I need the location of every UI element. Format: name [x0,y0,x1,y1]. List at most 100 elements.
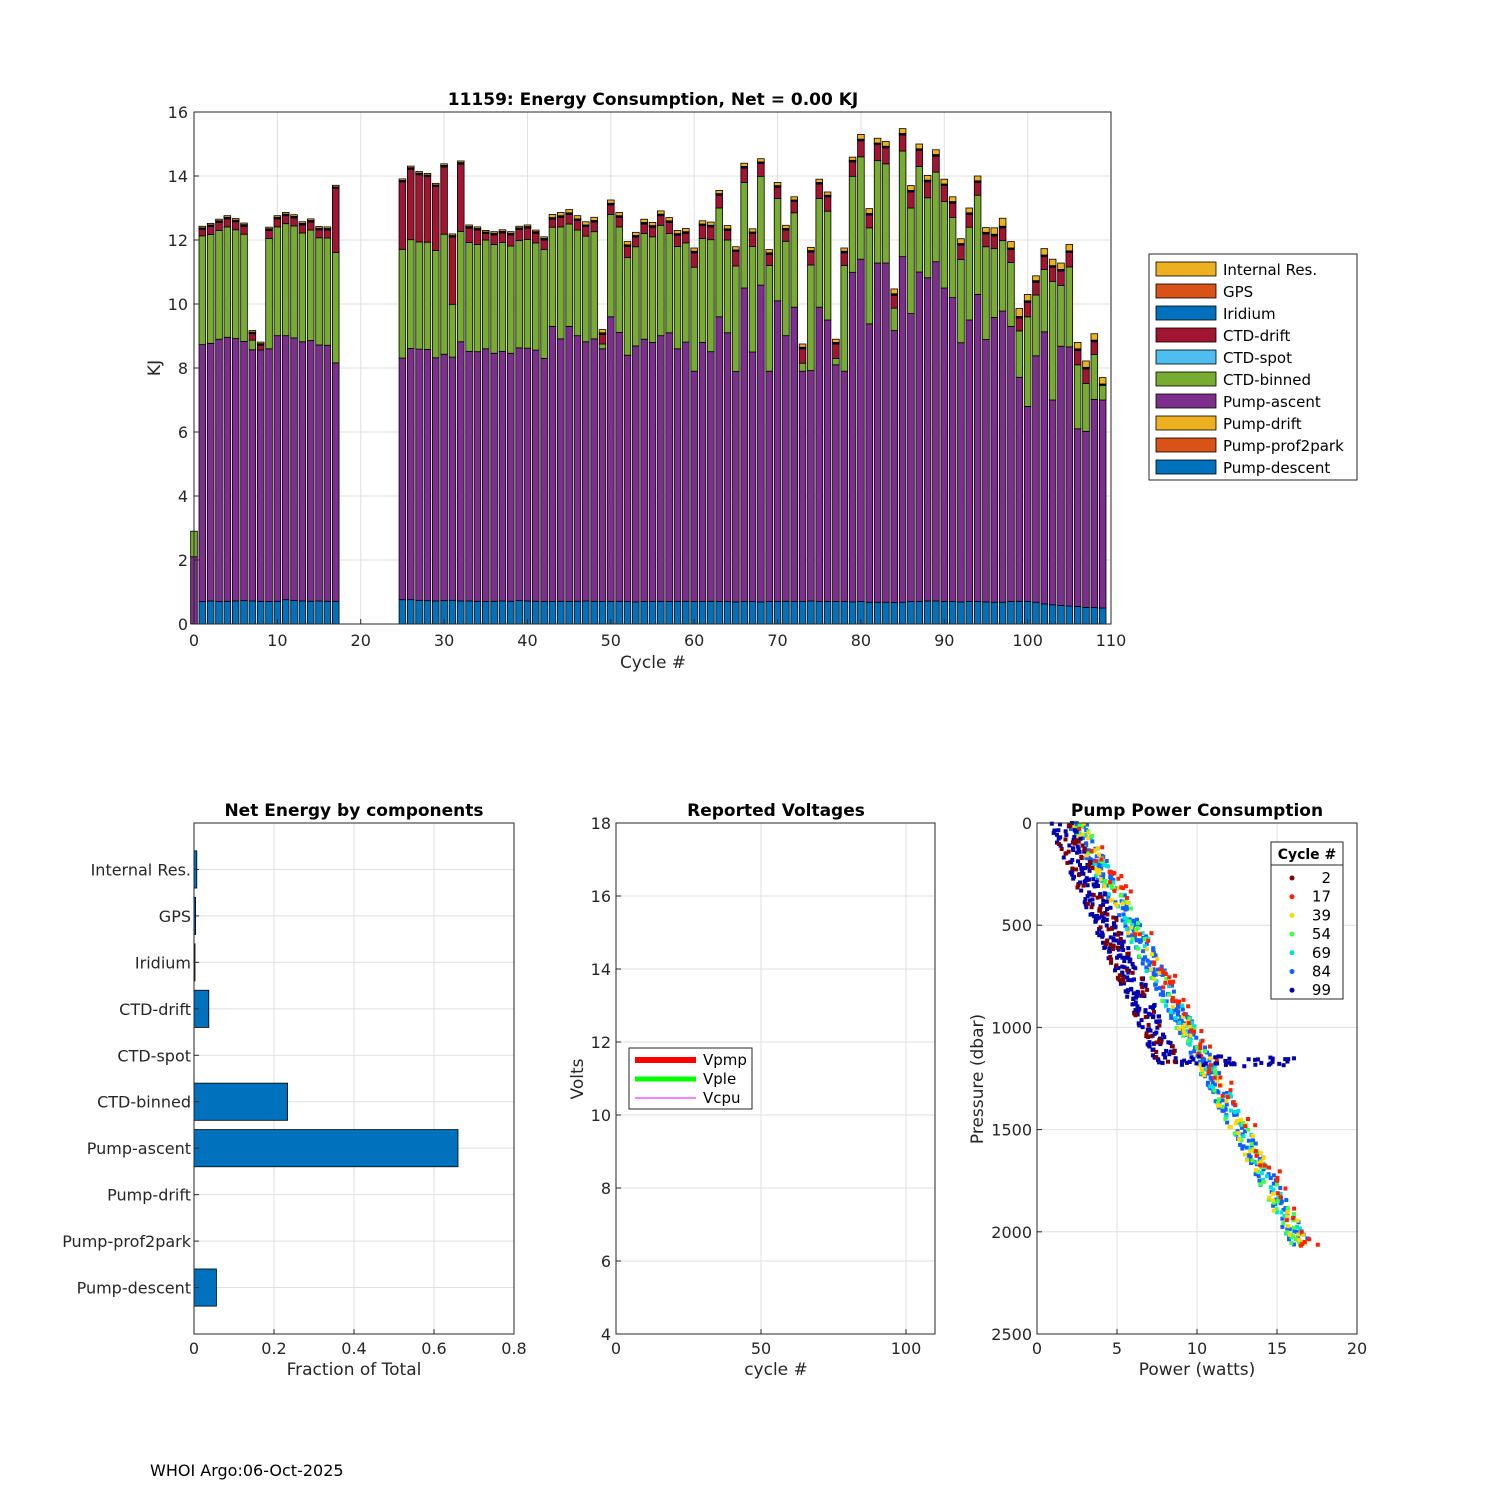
bar-segment [1007,261,1015,327]
pump-point [1176,1009,1181,1014]
pump-point [1170,1044,1175,1049]
pump-point [1146,1043,1151,1048]
pump-point [1141,949,1146,954]
pump-point [1077,849,1082,854]
pump-point [1080,835,1085,840]
pump-point [1103,910,1108,915]
bar-segment [440,353,448,602]
pump-point [1146,1022,1151,1027]
bar-segment [598,601,607,625]
pump-point [1147,1040,1152,1045]
pump-legend-label: 17 [1312,888,1331,906]
pump-point [1115,975,1120,980]
bar-segment [990,227,999,235]
pump-point [1085,901,1090,906]
pump-point [1281,1207,1286,1212]
pump-point [1194,1061,1199,1066]
bar-segment [1023,316,1032,407]
pump-point [1144,934,1149,939]
top-chart-xlabel: Cycle # [620,653,686,673]
bar-segment [990,248,999,318]
pump-point [1237,1137,1242,1142]
bar-segment [982,339,990,603]
bar-segment [715,316,723,602]
pump-point [1155,956,1160,961]
pump-point [1143,1009,1148,1014]
bar-segment [306,600,315,625]
legend-swatch [1155,349,1217,365]
bar-segment [682,242,690,343]
legend-swatch [1155,283,1217,299]
pump-point [1245,1117,1250,1122]
bar-segment [565,325,573,603]
net-energy-bars [193,850,459,1307]
bar-segment [1040,269,1049,333]
bar-segment [281,212,290,215]
bar-segment [265,601,273,625]
pump-point [1213,1071,1218,1076]
bar-segment [1032,601,1040,625]
pump-point [1171,979,1176,984]
pump-point [1270,1059,1275,1064]
pump-point [1285,1214,1290,1219]
bar-segment [1082,430,1090,608]
pump-point [1236,1131,1241,1136]
pump-point [1075,850,1080,855]
bar-segment [1098,607,1107,625]
pump-point [1081,871,1086,876]
pump-point [1126,933,1131,938]
bar-segment [723,239,732,334]
pump-power-points [1049,821,1320,1248]
pump-point [1098,877,1103,882]
bar-segment [457,600,465,625]
pump-point [1069,860,1074,865]
bar-segment [807,246,815,251]
top-tick-label-y: 12 [168,231,188,250]
bar-segment [256,344,265,351]
bar-segment [898,150,907,258]
bar-segment [215,221,223,231]
bar-segment [1073,341,1082,350]
pump-point [1067,843,1072,848]
bar-segment [915,149,923,167]
bar-segment [507,231,515,234]
pump-point [1107,948,1112,953]
top-tick-label-x: 50 [601,631,621,650]
bar-segment [615,226,623,333]
bar-segment [548,218,557,228]
pump-point [1162,1052,1167,1057]
bar-segment [507,600,515,625]
pump-point [1130,970,1135,975]
pump-point [1203,1061,1208,1066]
bar-segment [1073,428,1082,607]
pump-point [1105,883,1110,888]
pump-point [1171,1051,1176,1056]
pump-point [1117,978,1122,983]
bar-segment [782,240,790,337]
pump-point [1177,999,1182,1004]
pump-point [1215,1061,1220,1066]
pump-point [1292,1206,1297,1211]
pump-point [1248,1147,1253,1152]
bar-segment [1073,364,1082,430]
pump-point [1079,888,1084,893]
bar-segment [448,356,457,601]
bar-segment [740,601,748,625]
pump-point [1159,964,1164,969]
pump-point [1124,903,1129,908]
bar-segment [198,225,207,229]
pump-point [1296,1234,1301,1239]
bar-segment [573,229,582,337]
volt-legend-label: Vcpu [703,1089,741,1107]
pump-point [1078,863,1083,868]
pump-point [1233,1102,1238,1107]
volt-tick-label-y: 8 [601,1179,611,1198]
bar-segment [407,239,415,349]
bar-segment [898,134,907,152]
bar-segment [707,600,715,625]
bar-segment [840,601,848,625]
pump-point [1057,842,1062,847]
bar-segment [573,600,582,625]
pump-point [1108,877,1113,882]
pump-point [1084,828,1089,833]
